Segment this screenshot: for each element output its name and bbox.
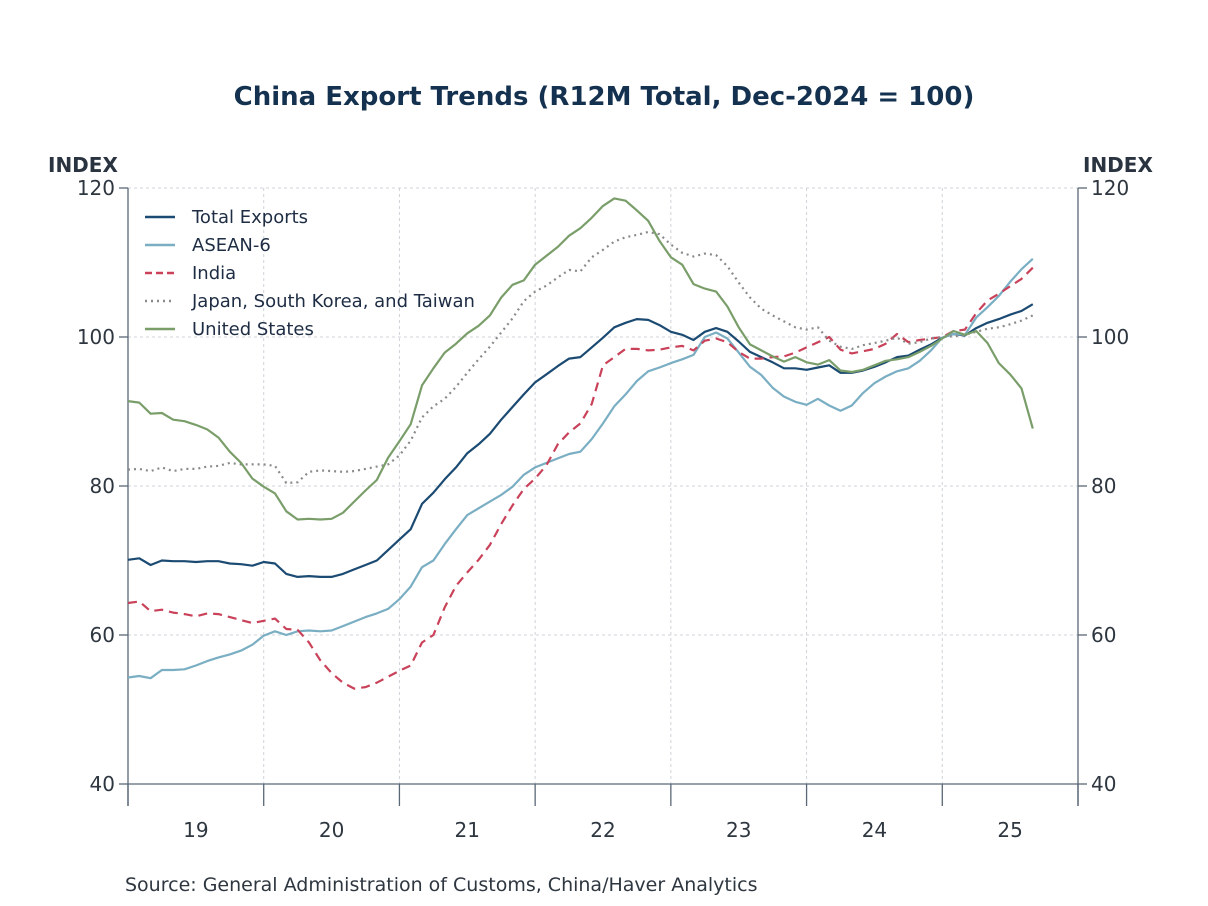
legend-item-total-exports: Total Exports bbox=[145, 207, 308, 228]
legend-label: ASEAN-6 bbox=[192, 235, 271, 256]
y-axis-right-label: INDEX bbox=[1083, 153, 1153, 177]
series-line-japan-south-korea-and-taiwan bbox=[127, 230, 1034, 485]
y-axis-left-label: INDEX bbox=[48, 153, 118, 177]
y-left-tick-label: 100 bbox=[77, 325, 115, 349]
legend-label: Japan, South Korea, and Taiwan bbox=[191, 291, 475, 312]
series-line-total-exports bbox=[127, 303, 1034, 579]
legend-item-india: India bbox=[145, 263, 236, 284]
x-tick-label: 21 bbox=[455, 818, 480, 842]
y-left-tick-label: 40 bbox=[90, 772, 115, 796]
x-tick-label: 20 bbox=[319, 818, 344, 842]
y-right-tick-label: 40 bbox=[1091, 772, 1116, 796]
y-left-tick-label: 80 bbox=[90, 474, 115, 498]
gridlines bbox=[128, 187, 1078, 784]
legend-item-united-states: United States bbox=[145, 319, 314, 340]
tick-labels: 40 40 60 60 80 80 100 100 120 120 19 20 21 22 23 24 25 bbox=[77, 176, 1129, 842]
y-right-tick-label: 100 bbox=[1091, 325, 1129, 349]
y-left-tick-label: 60 bbox=[90, 623, 115, 647]
y-left-tick-label: 120 bbox=[77, 176, 115, 200]
legend-item-japan-south-korea-and-taiwan: Japan, South Korea, and Taiwan bbox=[145, 291, 475, 312]
y-right-tick-label: 120 bbox=[1091, 176, 1129, 200]
x-tick-label: 19 bbox=[183, 818, 208, 842]
y-right-tick-label: 80 bbox=[1091, 474, 1116, 498]
chart-title: China Export Trends (R12M Total, Dec-202… bbox=[234, 82, 975, 112]
legend: Total Exports ASEAN-6 India Japan, South Ko… bbox=[145, 207, 475, 340]
source-note: Source: General Administration of Custom… bbox=[125, 874, 757, 896]
x-tick-label: 24 bbox=[862, 818, 887, 842]
series-lines bbox=[127, 197, 1034, 690]
series-line-asean-6 bbox=[127, 257, 1034, 680]
x-tick-label: 25 bbox=[997, 818, 1022, 842]
series-line-india bbox=[127, 266, 1034, 690]
y-right-tick-label: 60 bbox=[1091, 623, 1116, 647]
legend-label: Total Exports bbox=[191, 207, 308, 228]
legend-item-asean-6: ASEAN-6 bbox=[145, 235, 271, 256]
legend-label: India bbox=[192, 263, 236, 284]
x-tick-label: 23 bbox=[726, 818, 751, 842]
x-tick-label: 22 bbox=[590, 818, 615, 842]
legend-label: United States bbox=[192, 319, 314, 340]
series-line-united-states bbox=[127, 197, 1034, 521]
axes bbox=[119, 187, 1087, 806]
